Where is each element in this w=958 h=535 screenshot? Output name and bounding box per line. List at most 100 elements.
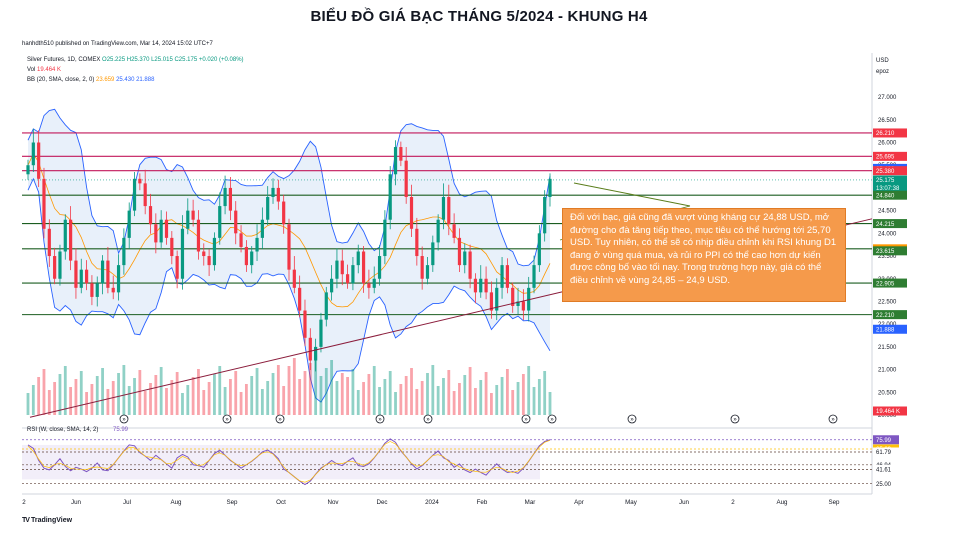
volume-bar [516,382,520,415]
candle-body [511,287,515,306]
event-marker-icon [119,414,129,424]
price-badge-label: 26.210 [876,131,895,137]
candle-body [191,210,195,220]
volume-bar [383,379,387,415]
volume-bar [271,373,275,415]
y-tick-label: 26.000 [878,141,897,147]
volume-bar [452,391,456,415]
event-marker-glyph: » [831,417,835,423]
candle-body [143,183,147,207]
x-tick-label: Aug [170,499,182,506]
candle-body [484,278,488,293]
x-tick-label: Aug [776,499,788,506]
volume-bar [143,391,147,415]
volume-bar [548,392,552,415]
volume-bar [186,385,190,415]
candle-body [441,197,446,220]
tradingview-mark-icon: TV [22,517,30,524]
candle-body [543,197,547,234]
y-tick-label: 21.500 [878,345,897,351]
volume-bar [431,365,435,415]
volume-bar [292,358,296,415]
candle-body [319,319,323,347]
y-tick-label: 24.000 [878,231,897,237]
legend-symbol-row: Silver Futures, 1D, COMEX O25.225 H25.37… [27,57,244,63]
rsi-badge-label: 41.61 [876,468,892,474]
candle-body [489,292,494,311]
volume-bar [367,374,371,415]
candle-body [260,219,264,238]
published-by: hanhdth510 published on TradingView.com,… [22,41,213,47]
volume-bar [287,366,291,415]
candle-body [457,237,462,266]
volume-bar [335,381,339,415]
candle-body [345,274,350,284]
volume-bar [298,379,302,415]
page-title: BIỂU ĐỒ GIÁ BẠC THÁNG 5/2024 - KHUNG H4 [310,8,648,25]
candle-body [106,260,110,288]
legend-symbol: Silver Futures, 1D, COMEX [27,57,101,63]
candle-body [271,187,275,197]
price-badge-label: 22.210 [876,313,895,319]
price-badge [873,166,907,176]
volume-bar [213,374,216,415]
candle-body [202,251,206,257]
volume-bar [276,365,280,415]
candle-body [186,210,190,229]
volume-bar [436,386,440,415]
x-tick-label: 2 [731,499,735,506]
legend-vol-value: 19.464 K [37,67,62,73]
candle-body [505,265,509,288]
x-tick-label: Mar [525,499,536,506]
volume-bar [42,369,46,415]
price-badge [873,406,907,416]
volume-bar [106,389,110,415]
volume-bar [410,368,413,415]
legend-close: C25.175 [174,57,198,63]
candle-body [164,219,169,238]
volume-bar [266,381,270,415]
volume-bar [378,387,381,415]
candle-body [372,278,376,288]
x-tick-label: Apr [574,499,584,506]
volume-bar [69,387,73,415]
candle-body [532,265,536,288]
volume-bar [420,381,424,415]
candle-body [47,228,51,257]
tradingview-logo[interactable]: TV TradingView [22,517,72,524]
volume-bar [79,371,83,415]
candle-body [138,178,142,184]
volume-bar [255,368,259,415]
volume-bar [442,378,445,415]
x-tick-label: 2 [22,499,26,506]
candle-body [37,142,41,179]
y-tick-label: 22.500 [878,299,897,305]
price-badge [873,310,907,320]
candle-body [287,224,291,270]
volume-bar [250,376,254,415]
event-marker-icon [828,414,838,424]
y-tick-label: 23.500 [878,254,897,260]
rsi-value: 75.99 [113,427,129,433]
price-scale-unit[interactable]: USD epoz [876,56,889,78]
event-marker-glyph: » [733,417,737,423]
x-tick-label: Nov [327,499,339,506]
volume-bar [218,366,222,415]
candle-body [207,256,211,266]
x-tick-label: Sep [226,499,238,506]
candle-body [244,246,248,266]
bollinger-upper [27,108,551,267]
price-badge-label: 13:07:38 [876,186,900,192]
volume-bar [447,370,451,415]
candle-body [53,256,57,279]
analysis-callout: Đối với bạc, giá cũng đã vượt vùng kháng… [562,208,846,302]
x-tick-label: Jun [679,499,690,506]
rsi-badge-label: 61.79 [876,450,892,456]
candle-body [74,260,78,288]
volume-bar [37,377,41,415]
candle-body [31,142,35,166]
candle-body [292,269,296,288]
x-tick-label: Dec [376,499,387,506]
volume-bar [372,366,376,415]
price-badge-label: 25.695 [876,155,895,161]
